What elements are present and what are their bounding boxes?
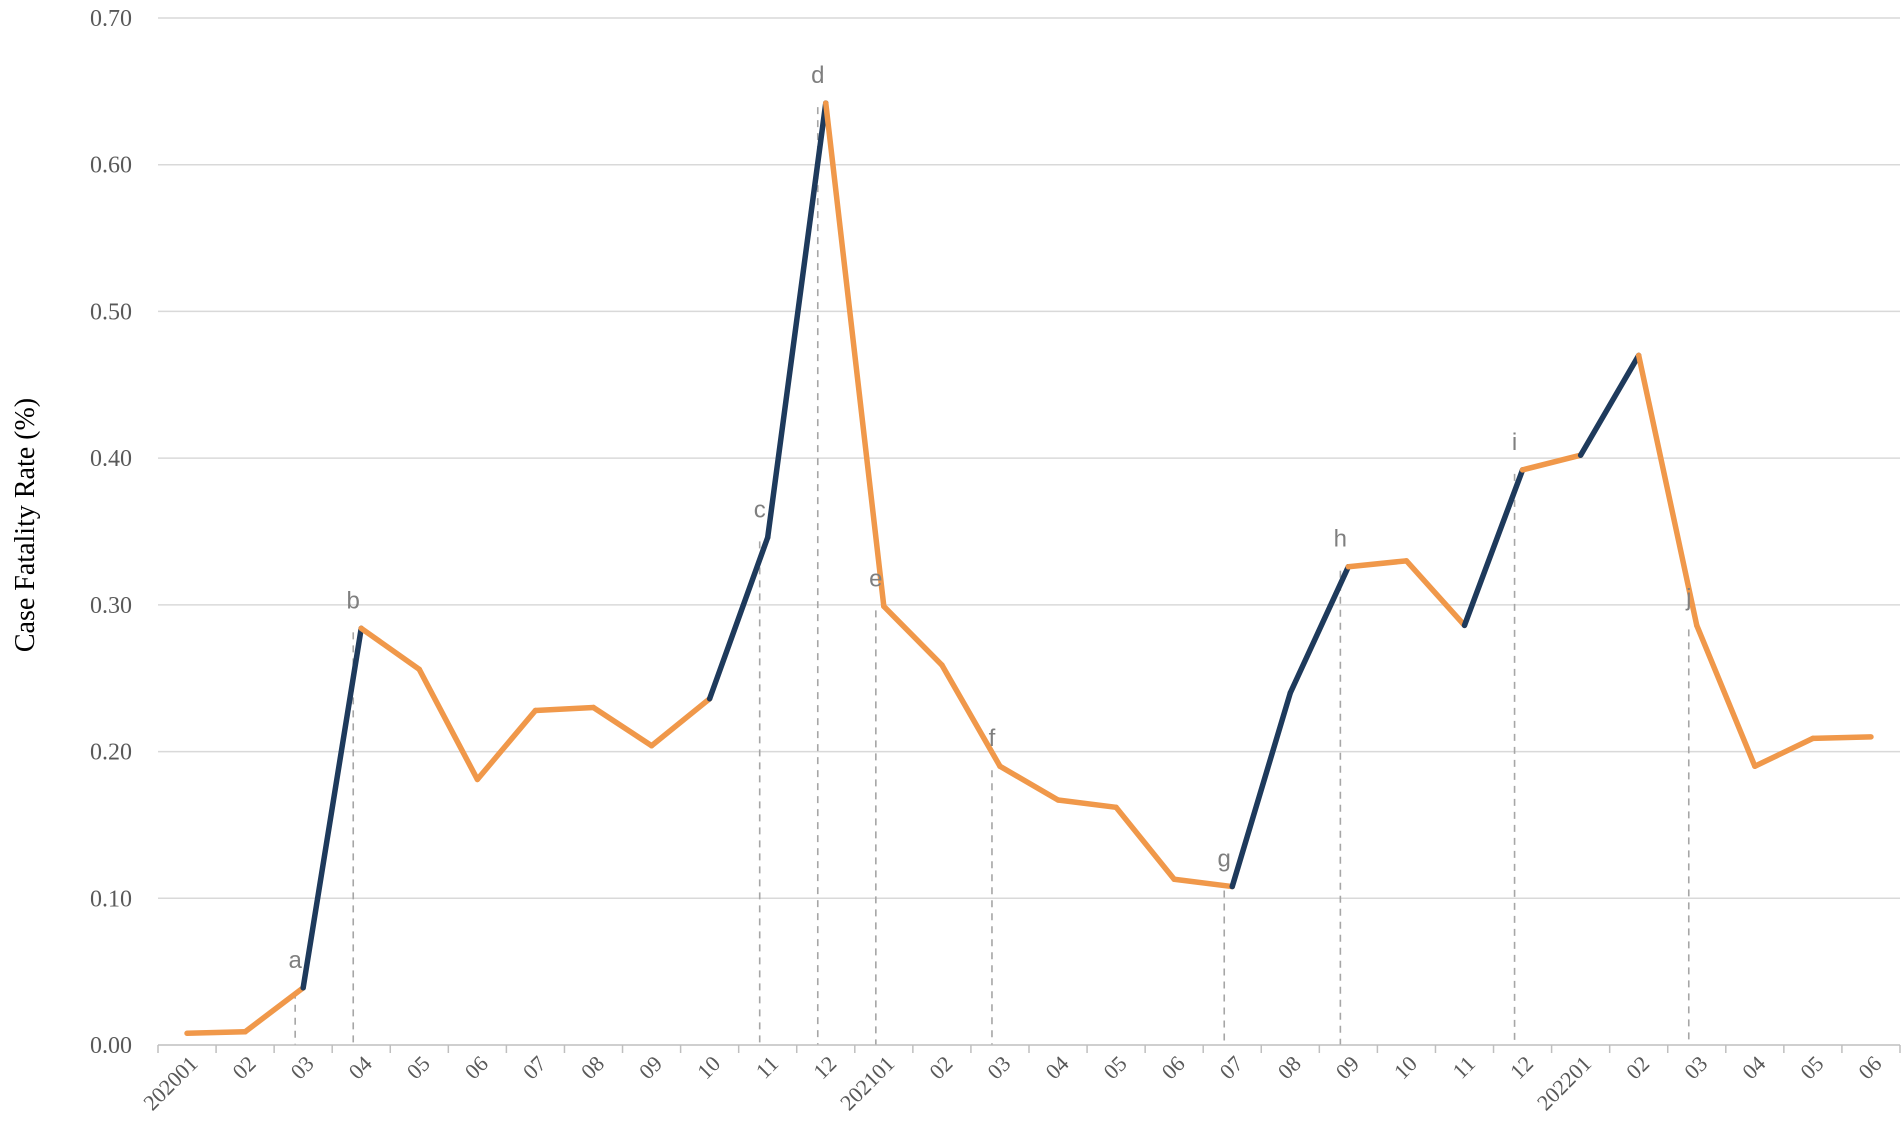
series-line <box>184 100 1874 1037</box>
x-tick-label: 11 <box>751 1051 784 1084</box>
x-tick-label: 12 <box>808 1051 841 1084</box>
series-segment-highlight <box>1287 563 1352 696</box>
series-segment <box>358 625 423 673</box>
gridlines <box>158 17 1900 900</box>
series-segment <box>939 662 1003 769</box>
x-tick-label: 03 <box>982 1051 1015 1084</box>
x-tick-label: 03 <box>1679 1051 1712 1084</box>
x-tick-label: 09 <box>1331 1051 1364 1084</box>
x-tick-label: 11 <box>1447 1051 1480 1084</box>
y-tick-label: 0.70 <box>90 6 132 32</box>
x-tick-label: 10 <box>692 1051 725 1084</box>
x-tick-label: 04 <box>1040 1051 1073 1084</box>
series-segment <box>1403 558 1468 629</box>
y-axis-label: Case Fatality Rate (%) <box>10 398 41 652</box>
series-segment <box>1752 735 1816 769</box>
x-tick-label: 202001 <box>138 1051 202 1115</box>
x-tick-label: 05 <box>1795 1051 1828 1084</box>
annotation-f: f <box>989 725 996 752</box>
x-tick-label: 02 <box>924 1051 957 1084</box>
x-tick-label: 06 <box>1156 1051 1189 1084</box>
annotation-d: d <box>811 62 824 89</box>
y-tick-label: 0.00 <box>90 1033 132 1059</box>
series-segment <box>1055 797 1119 811</box>
series-segment <box>474 707 539 783</box>
series-segment-highlight <box>300 625 364 991</box>
x-tick-label: 04 <box>1737 1051 1770 1084</box>
annotation-a: a <box>288 947 302 974</box>
annotation-j: j <box>1685 584 1691 611</box>
series-segment <box>590 704 655 749</box>
annotation-g: g <box>1218 846 1231 873</box>
y-tick-label: 0.10 <box>90 886 132 912</box>
series-segment-highlight <box>1461 467 1526 629</box>
x-tick-label: 07 <box>1215 1051 1248 1084</box>
series-segment <box>1113 804 1177 882</box>
series-segment <box>881 603 945 668</box>
y-tick-label: 0.50 <box>90 299 132 325</box>
x-tick-label: 202101 <box>835 1051 899 1115</box>
x-tick-label: 05 <box>1098 1051 1131 1084</box>
x-tick-label: 06 <box>460 1051 493 1084</box>
series-segment <box>1171 876 1235 890</box>
series-segment <box>1810 734 1874 742</box>
series-segment <box>1635 352 1700 629</box>
x-tick-label: 202201 <box>1532 1051 1596 1115</box>
series-segment <box>416 666 481 783</box>
series-segment-highlight <box>706 534 771 702</box>
series-segment <box>648 696 713 749</box>
x-tick-label: 02 <box>227 1051 260 1084</box>
annotation-c: c <box>754 496 766 523</box>
x-tick-label: 06 <box>1853 1051 1886 1084</box>
y-tick-label: 0.20 <box>90 740 132 766</box>
x-tick-label: 12 <box>1505 1051 1538 1084</box>
y-tick-label: 0.40 <box>90 446 132 472</box>
x-tick-label: 04 <box>344 1051 377 1084</box>
y-tick-labels: 0.00 0.10 0.20 0.30 0.40 0.50 0.60 0.70 <box>90 6 132 1059</box>
x-tick-label: 05 <box>402 1051 435 1084</box>
annotation-e: e <box>869 565 882 592</box>
annotation-i: i <box>1512 429 1517 456</box>
x-tick-label: 07 <box>518 1051 551 1084</box>
series-segment <box>1345 558 1410 570</box>
series-segment <box>1694 622 1758 769</box>
x-tick-label: 03 <box>285 1051 318 1084</box>
y-tick-label: 0.30 <box>90 593 132 619</box>
axes <box>157 1044 1901 1053</box>
series-segment <box>532 704 597 714</box>
series-segment-highlight <box>1229 690 1294 890</box>
x-tick-label: 08 <box>576 1051 609 1084</box>
series-segment-highlight <box>764 100 829 541</box>
series-segment <box>823 100 887 610</box>
series-segment-highlight <box>1577 352 1642 458</box>
y-tick-label: 0.60 <box>90 153 132 179</box>
x-tick-label: 09 <box>634 1051 667 1084</box>
x-tick-label: 02 <box>1621 1051 1654 1084</box>
x-tick-label: 08 <box>1273 1051 1306 1084</box>
x-tick-label: 10 <box>1389 1051 1422 1084</box>
series-segment <box>184 1029 248 1037</box>
annotation-h: h <box>1334 526 1347 553</box>
annotation-labels: a b c d e f g h i j <box>288 62 1691 974</box>
series-segment <box>997 763 1061 803</box>
annotation-guides <box>294 107 1690 1045</box>
annotation-b: b <box>347 587 360 614</box>
series-segment <box>242 985 306 1035</box>
series-segment <box>1519 452 1584 473</box>
